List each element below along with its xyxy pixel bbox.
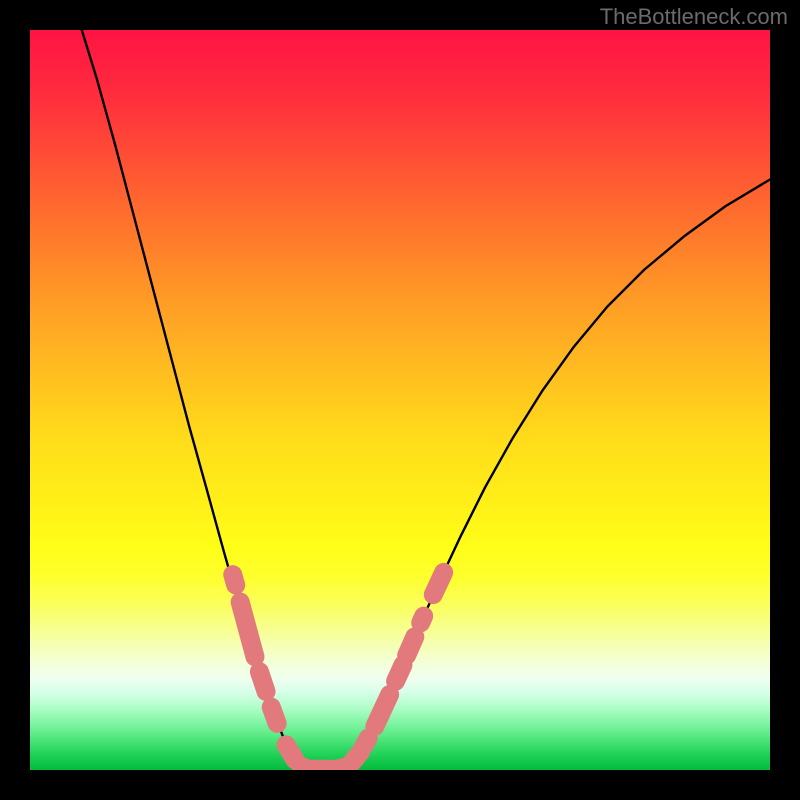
watermark-text: TheBottleneck.com (600, 4, 788, 30)
chart-plot-area (30, 30, 770, 770)
chart-markers (30, 30, 770, 770)
